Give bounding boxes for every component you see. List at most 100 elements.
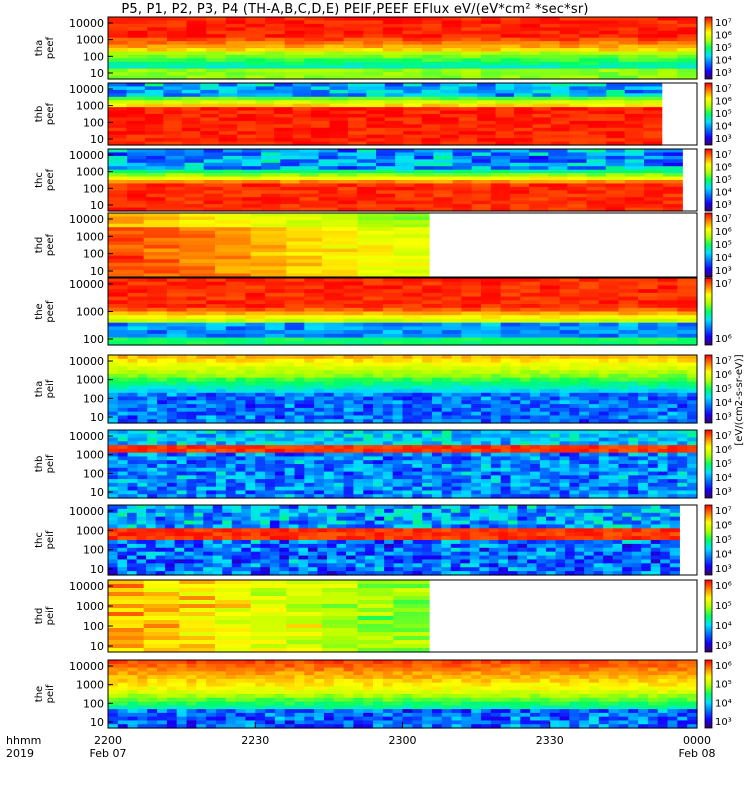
heatmap-cell: [231, 551, 242, 557]
heatmap-cell: [184, 173, 205, 178]
heatmap-cell: [638, 392, 649, 398]
heatmap-cell: [422, 27, 443, 32]
heatmap-cell: [186, 494, 197, 499]
heatmap-cell: [353, 381, 364, 386]
heatmap-cell: [643, 176, 664, 181]
heatmap-cell: [569, 107, 589, 112]
heatmap-cell: [441, 362, 453, 367]
heatmap-cell: [481, 61, 502, 66]
heatmap-cell: [481, 326, 502, 331]
heatmap-cell: [618, 278, 639, 283]
heatmap-cell: [548, 193, 569, 198]
heatmap-cell: [284, 48, 305, 53]
heatmap-cell: [638, 448, 649, 454]
heatmap-cell: [509, 149, 530, 154]
heatmap-cell: [514, 124, 534, 129]
heatmap-cell: [322, 259, 359, 264]
heatmap-cell: [514, 93, 534, 98]
heatmap-cell: [108, 61, 129, 66]
heatmap-cell: [288, 555, 300, 561]
heatmap-cell: [422, 44, 443, 49]
heatmap-cell: [677, 30, 698, 35]
heatmap-cell: [108, 452, 119, 458]
heatmap-cell: [608, 411, 620, 417]
heatmap-cell: [314, 411, 325, 417]
heatmap-cell: [569, 377, 580, 383]
heatmap-cell: [550, 96, 570, 101]
heatmap-cell: [395, 162, 415, 167]
heatmap-cell: [108, 259, 145, 264]
heatmap-cell: [677, 358, 688, 364]
heatmap-cell: [323, 396, 335, 401]
heatmap-cell: [384, 120, 404, 125]
heatmap-cell: [481, 419, 492, 424]
heatmap-cell: [382, 486, 394, 492]
heatmap-cell: [323, 333, 345, 339]
heatmap-cell: [490, 430, 502, 435]
heatmap-cell: [605, 197, 626, 202]
heatmap-cell: [215, 216, 252, 221]
heatmap-cell: [481, 404, 492, 409]
heatmap-cell: [618, 51, 639, 56]
heatmap-cell: [608, 486, 620, 492]
heatmap-cell: [605, 176, 626, 181]
heatmap-cell: [687, 494, 698, 499]
heatmap-cell: [304, 75, 325, 80]
heatmap-cell: [206, 333, 227, 339]
heatmap-cell: [343, 411, 355, 417]
heatmap-cell: [589, 433, 600, 439]
heatmap-cell: [559, 482, 570, 488]
heatmap-cell: [402, 389, 413, 394]
heatmap-cell: [274, 430, 286, 435]
heatmap-cell: [510, 362, 521, 367]
heatmap-cell: [421, 89, 441, 94]
heatmap-cell: [186, 48, 207, 53]
heatmap-cell: [667, 407, 678, 413]
panel-frame: [107, 82, 698, 146]
heatmap-cell: [117, 571, 128, 576]
heatmap-cell: [137, 456, 148, 461]
heatmap-cell: [638, 467, 649, 473]
heatmap-cell: [500, 75, 521, 80]
heatmap-cell: [495, 141, 515, 146]
heatmap-cell: [356, 186, 377, 191]
heatmap-cell: [638, 400, 649, 405]
heatmap-cell: [329, 114, 349, 119]
heatmap-cell: [147, 479, 158, 484]
heatmap-cell: [539, 307, 561, 313]
heatmap-cell: [237, 138, 257, 143]
heatmap-cell: [412, 448, 423, 454]
heatmap-cell: [279, 505, 290, 510]
heatmap-cell: [587, 100, 607, 105]
heatmap-cell: [598, 381, 610, 386]
heatmap-cell: [284, 41, 305, 46]
heatmap-cell: [628, 396, 639, 401]
heatmap-cell: [663, 149, 683, 154]
heatmap-cell: [245, 479, 256, 484]
heatmap-cell: [559, 362, 570, 367]
heatmap-cell: [402, 460, 413, 465]
heatmap-cell: [657, 330, 678, 335]
heatmap-cell: [166, 460, 178, 465]
heatmap-cell: [225, 307, 247, 313]
heatmap-cell: [127, 479, 139, 484]
heatmap-cell: [155, 543, 166, 549]
heatmap-cell: [108, 124, 128, 129]
heatmap-cell: [520, 441, 531, 446]
heatmap-cell: [186, 278, 207, 283]
heatmap-cell: [677, 37, 698, 42]
heatmap-cell: [323, 341, 345, 346]
heatmap-cell: [225, 404, 237, 409]
heatmap-cell: [117, 385, 129, 390]
heatmap-cell: [402, 494, 413, 499]
heatmap-cell: [323, 494, 335, 499]
heatmap-cell: [421, 117, 441, 122]
heatmap-cell: [176, 494, 188, 499]
heatmap-cell: [510, 467, 521, 473]
heatmap-cell: [127, 155, 147, 160]
heatmap-cell: [322, 237, 359, 243]
heatmap-cell: [274, 404, 286, 409]
heatmap-cell: [284, 333, 305, 339]
heatmap-cell: [458, 110, 478, 115]
heatmap-cell: [143, 248, 180, 253]
